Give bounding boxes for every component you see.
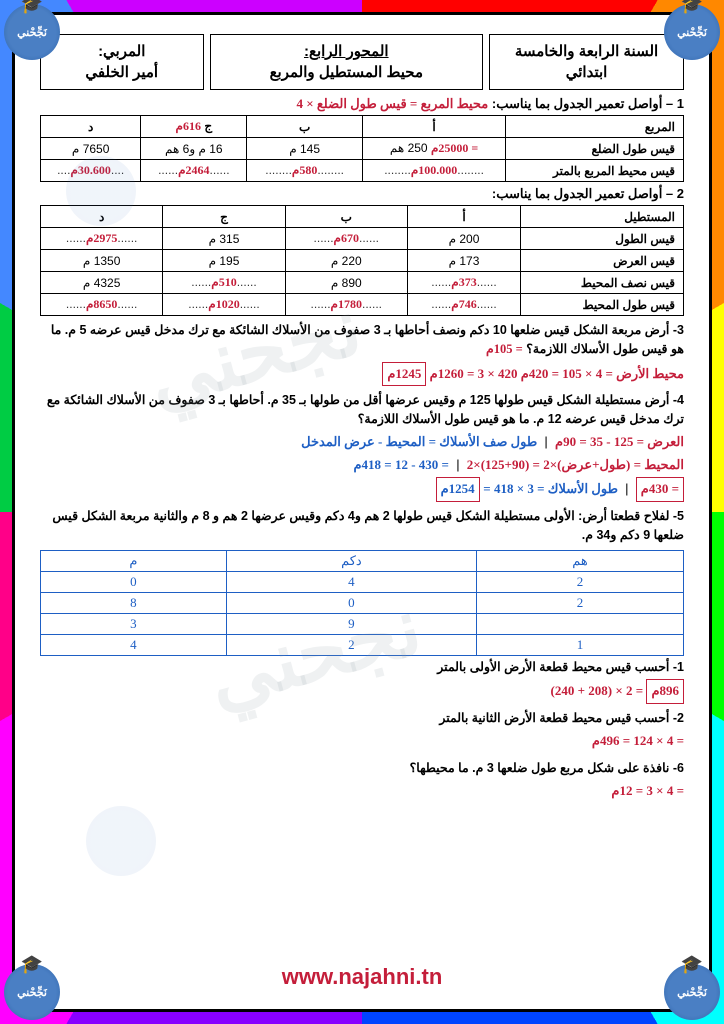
q4-work2: المحيط = (طول+عرض)×2 = (90+125)×2 | = 43… xyxy=(40,455,684,476)
q2-text: 2 – أواصل تعمير الجدول بما يناسب: xyxy=(40,186,684,202)
grade-box: السنة الرابعة والخامسة ابتدائي xyxy=(489,34,684,90)
logo-badge-tl: نَجِّحْني xyxy=(4,4,60,60)
logo-badge-tr: نَجِّحْني xyxy=(664,4,720,60)
logo-badge-bl: نَجِّحْني xyxy=(4,964,60,1020)
q5-sub2: 2- أحسب قيس محيط قطعة الأرض الثانية بالم… xyxy=(40,709,684,728)
topic-box: المحور الرابع: محيط المستطيل والمربع xyxy=(210,34,484,90)
teacher-box: المربي: أمير الخلفي xyxy=(40,34,204,90)
q1-text: 1 – أواصل تعمير الجدول بما يناسب: محيط ا… xyxy=(40,96,684,112)
footer-url: www.najahni.tn xyxy=(0,964,724,990)
q3-text: 3- أرض مربعة الشكل قيس ضلعها 10 دكم ونصف… xyxy=(40,321,684,359)
logo-badge-br: نَجِّحْني xyxy=(664,964,720,1020)
watermark-badge xyxy=(86,806,156,876)
q4-text: 4- أرض مستطيلة الشكل قيس طولها 125 م وقي… xyxy=(40,391,684,429)
q3-work: محيط الأرض = 4 × 105 = 420م 420 × 3 = 12… xyxy=(40,362,684,387)
q5-calc-grid: همدكمم 240 208 93 124 xyxy=(40,550,684,656)
q6-text: 6- نافذة على شكل مربع طول ضلعها 3 م. ما … xyxy=(40,759,684,778)
q1-table: المربع أ ب ج 616م د قيس طول الضلع = 2500… xyxy=(40,115,684,182)
worksheet-content: نجحني نجحني السنة الرابعة والخامسة ابتدا… xyxy=(26,26,698,998)
q2-table: المستطيل أ ب ج د قيس الطول 200 م ......6… xyxy=(40,205,684,316)
q4-work: العرض = 125 - 35 = 90م | طول صف الأسلاك … xyxy=(40,432,684,453)
q5-sub2-work: = 4 × 124 = 496م xyxy=(40,731,684,752)
q4-work3: = 430م | طول الأسلاك = 3 × 418 = 1254م xyxy=(40,477,684,502)
header-row: السنة الرابعة والخامسة ابتدائي المحور ال… xyxy=(40,34,684,90)
q6-work: = 4 × 3 = 12م xyxy=(40,781,684,802)
watermark-badge xyxy=(66,156,136,226)
q5-text: 5- لفلاح قطعتا أرض: الأولى مستطيلة الشكل… xyxy=(40,507,684,545)
q5-sub1-work: 896م = 2 × (208 + 240) xyxy=(40,679,684,704)
